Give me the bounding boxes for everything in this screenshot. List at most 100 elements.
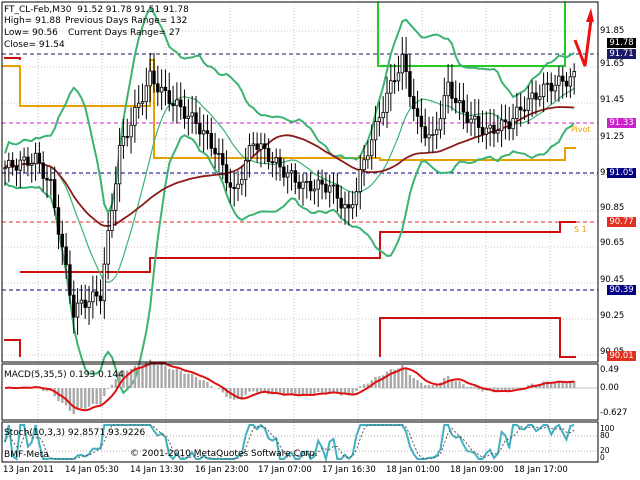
candle-body xyxy=(305,180,309,183)
candle-body xyxy=(412,96,416,110)
candle-body xyxy=(209,133,213,149)
candle-body xyxy=(347,204,351,209)
candle-body xyxy=(392,80,397,83)
candle-body xyxy=(419,115,424,128)
candle-body xyxy=(404,53,408,72)
candle-body xyxy=(339,197,343,209)
candle-body xyxy=(136,102,141,108)
candle-body xyxy=(274,157,278,163)
price-tick: 91.25 xyxy=(600,132,625,142)
candle-body xyxy=(243,160,248,180)
candle-body xyxy=(564,80,569,87)
candle-body xyxy=(129,124,133,138)
candle-body xyxy=(3,167,7,170)
candle-body xyxy=(373,121,378,141)
candle-body xyxy=(259,143,263,150)
candle-body xyxy=(56,207,61,235)
candle-body xyxy=(534,92,538,100)
candle-body xyxy=(247,145,252,161)
candle-body xyxy=(469,118,473,124)
macd-signal-line xyxy=(4,361,575,412)
price-tag-level-low: 90.39 xyxy=(607,285,636,295)
candle-body xyxy=(72,294,76,318)
candle-body xyxy=(37,152,42,164)
candle-body xyxy=(194,112,198,125)
candle-body xyxy=(476,115,481,128)
candle-body xyxy=(213,147,217,155)
symbol-title: FT_CL-Feb,M30 91.52 91.78 91.51 91.78 xyxy=(4,5,189,15)
price-tag-level: 91.05 xyxy=(607,168,636,178)
stoch-tick: 0 xyxy=(600,453,605,462)
candle-body xyxy=(358,169,362,193)
candle-body xyxy=(572,71,576,78)
candle-body xyxy=(263,143,267,149)
candle-body xyxy=(526,98,531,111)
candle-body xyxy=(503,119,508,123)
candle-body xyxy=(285,172,290,178)
candle-body xyxy=(186,115,191,119)
price-tick: 90.25 xyxy=(600,311,625,321)
candle-body xyxy=(49,179,53,181)
pivot-label: Pivot xyxy=(571,125,591,134)
candle-body xyxy=(10,159,15,168)
candle-body xyxy=(266,148,271,163)
candle-body xyxy=(68,264,72,296)
candle-body xyxy=(446,81,450,97)
candle-body xyxy=(91,291,95,303)
candle-body xyxy=(438,118,443,131)
candle-body xyxy=(480,127,485,135)
close-value: Close= 91.54 xyxy=(4,40,65,50)
window-frames xyxy=(1,1,599,463)
price-tick: 90.45 xyxy=(600,275,625,285)
candle-body xyxy=(324,183,328,193)
candle-body xyxy=(144,85,149,103)
candle-body xyxy=(511,118,515,130)
candle-body xyxy=(190,112,194,117)
bollinger-upper-line xyxy=(4,5,575,216)
price-tag-current: 91.78 xyxy=(607,38,636,48)
candle-body xyxy=(316,179,320,190)
candle-body xyxy=(217,153,221,155)
channel-step-line xyxy=(377,2,566,67)
low-value: Low= 90.56 xyxy=(4,28,58,38)
candle-body xyxy=(167,90,171,104)
candle-body xyxy=(18,159,22,171)
candle-body xyxy=(148,70,152,87)
candle-body xyxy=(159,86,164,93)
macd-tick: -0.627 xyxy=(600,408,628,418)
stoch-label: Stoch(10,3,3) 92.8571 93.9226 xyxy=(4,428,146,438)
candle-body xyxy=(320,179,324,185)
candle-body xyxy=(26,156,30,166)
candle-body xyxy=(377,117,382,122)
candle-body xyxy=(255,143,259,150)
main-window-frame xyxy=(1,1,599,363)
candle-body xyxy=(541,83,546,98)
candle-body xyxy=(163,86,168,91)
candle-body xyxy=(179,99,183,108)
candle-body xyxy=(465,111,469,124)
support-step-line xyxy=(4,57,21,60)
macd-window-frame xyxy=(1,363,599,421)
candle-body xyxy=(423,126,427,139)
candle-body xyxy=(350,204,355,209)
candle-body xyxy=(7,159,11,169)
candle-body xyxy=(175,99,179,107)
support-step-line xyxy=(4,339,21,357)
indicator-lines xyxy=(2,2,598,395)
candle-body xyxy=(236,183,240,189)
candle-body xyxy=(434,129,439,136)
candle-body xyxy=(366,155,370,161)
candle-body xyxy=(22,156,26,161)
time-tick: 13 Jan 2011 xyxy=(3,465,54,475)
stoch-window-frame xyxy=(1,421,599,463)
candle-body xyxy=(224,164,229,184)
candle-body xyxy=(343,204,347,209)
candle-body xyxy=(308,180,313,192)
candle-body xyxy=(171,103,175,107)
candle-body xyxy=(427,134,431,139)
candle-body xyxy=(251,143,255,147)
candle-body xyxy=(221,153,225,166)
candle-body xyxy=(488,124,492,129)
